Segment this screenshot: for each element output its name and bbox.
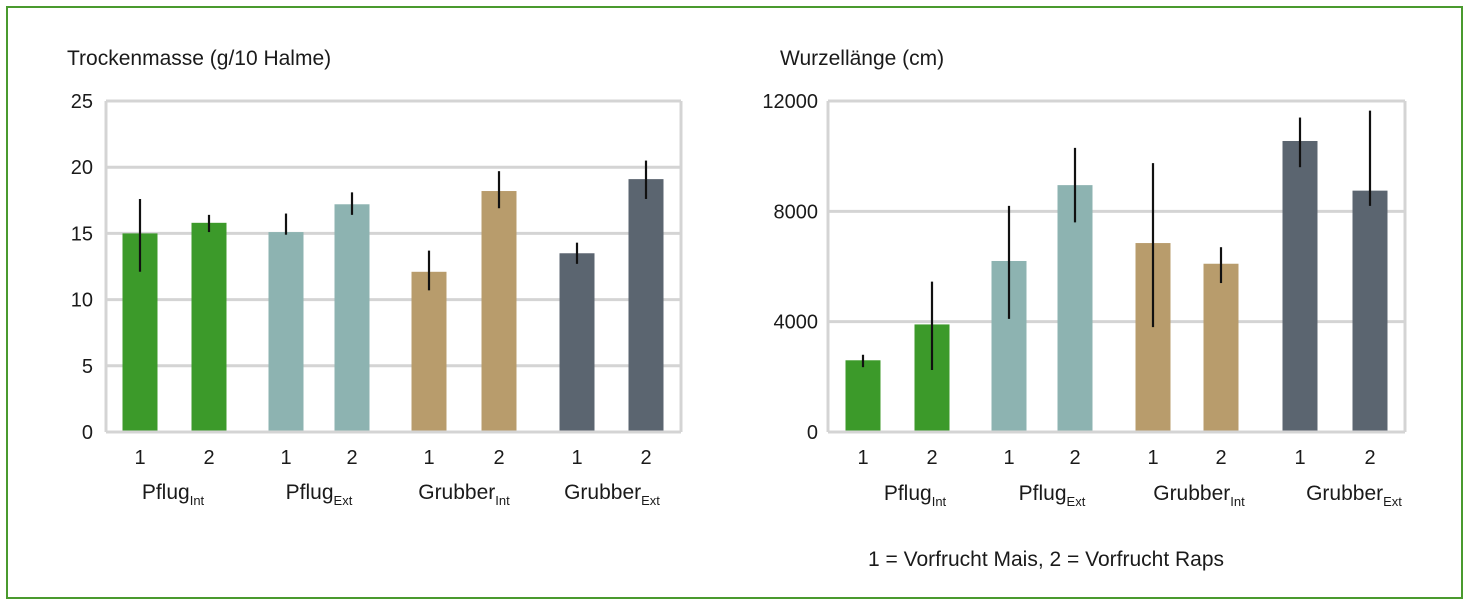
group-label-subscript: Ext <box>1383 494 1402 509</box>
group-label-name: Grubber <box>1306 482 1383 505</box>
group-label-name: Pflug <box>1019 482 1067 505</box>
bar <box>628 179 664 431</box>
group-label-name: Grubber <box>418 481 495 504</box>
group-label: GrubberExt <box>564 481 660 508</box>
bar <box>191 222 227 431</box>
bar <box>268 232 304 431</box>
group-label-name: Grubber <box>1153 482 1230 505</box>
y-tick-label: 5 <box>82 356 93 378</box>
group-label-name: Pflug <box>884 482 932 505</box>
group-label-subscript: Ext <box>334 493 353 508</box>
bar <box>1057 185 1093 431</box>
category-label: 1 <box>1294 447 1305 469</box>
category-label: 1 <box>571 447 582 469</box>
y-tick-label: 15 <box>71 223 93 245</box>
group-label-subscript: Int <box>932 494 947 509</box>
chart-title: Trockenmasse (g/10 Halme) <box>67 47 331 70</box>
category-label: 1 <box>1003 447 1014 469</box>
category-label: 2 <box>493 447 504 469</box>
y-tick-label: 8000 <box>774 201 819 223</box>
category-label: 2 <box>926 447 937 469</box>
group-label-subscript: Int <box>1230 494 1245 509</box>
group-label-name: Grubber <box>564 481 641 504</box>
group-label: PflugInt <box>142 481 205 508</box>
category-label: 2 <box>346 447 357 469</box>
group-label: GrubberInt <box>1153 482 1245 509</box>
category-label: 2 <box>1069 447 1080 469</box>
bar <box>559 253 595 431</box>
group-label-subscript: Ext <box>1067 494 1086 509</box>
category-label: 2 <box>1215 447 1226 469</box>
bar <box>334 204 370 431</box>
y-tick-label: 25 <box>71 91 93 113</box>
category-label: 2 <box>640 447 651 469</box>
bar <box>1352 190 1388 431</box>
bar <box>481 191 517 431</box>
y-tick-label: 12000 <box>762 91 818 113</box>
bar <box>845 360 881 431</box>
y-tick-label: 0 <box>807 422 818 444</box>
category-label: 1 <box>280 447 291 469</box>
category-label: 1 <box>423 447 434 469</box>
bar <box>1203 263 1239 431</box>
y-tick-label: 4000 <box>774 312 819 334</box>
figure-frame <box>6 6 1463 599</box>
category-label: 2 <box>1364 447 1375 469</box>
category-label: 2 <box>203 447 214 469</box>
chart-title: Wurzellänge (cm) <box>780 47 944 70</box>
y-tick-label: 0 <box>82 422 93 444</box>
group-label: PflugExt <box>286 481 353 508</box>
group-label: PflugInt <box>884 482 947 509</box>
y-tick-label: 10 <box>71 290 93 312</box>
group-label-subscript: Ext <box>641 493 660 508</box>
group-label: GrubberInt <box>418 481 510 508</box>
group-label: GrubberExt <box>1306 482 1402 509</box>
group-label-subscript: Int <box>190 493 205 508</box>
group-label: PflugExt <box>1019 482 1086 509</box>
footnote: 1 = Vorfrucht Mais, 2 = Vorfrucht Raps <box>868 548 1225 571</box>
category-label: 1 <box>857 447 868 469</box>
y-tick-label: 20 <box>71 157 93 179</box>
bar <box>1282 140 1318 431</box>
group-label-name: Pflug <box>286 481 334 504</box>
group-label-name: Pflug <box>142 481 190 504</box>
group-label-subscript: Int <box>495 493 510 508</box>
category-label: 1 <box>1147 447 1158 469</box>
bar <box>411 271 447 431</box>
category-label: 1 <box>134 447 145 469</box>
